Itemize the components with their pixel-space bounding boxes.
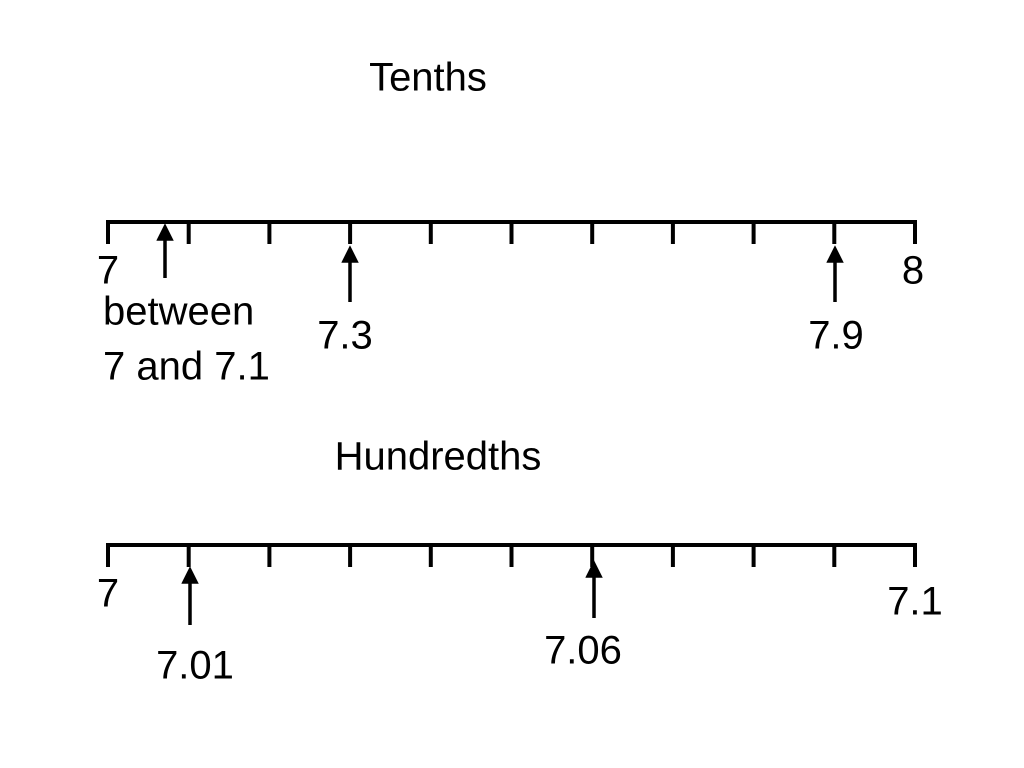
marker-label: 7.9 — [808, 314, 864, 358]
section-title: Hundredths — [335, 435, 542, 479]
marker-label: 7 and 7.1 — [103, 345, 270, 389]
marker-label: 7.01 — [156, 644, 234, 688]
start-label: 7 — [97, 249, 119, 293]
end-label: 8 — [902, 249, 924, 293]
start-label: 7 — [97, 572, 119, 616]
section-title: Tenths — [369, 56, 487, 100]
marker-label: 7.3 — [317, 314, 373, 358]
marker-label: 7.06 — [544, 629, 622, 673]
marker-label: between — [103, 290, 254, 334]
end-label: 7.1 — [887, 580, 943, 624]
